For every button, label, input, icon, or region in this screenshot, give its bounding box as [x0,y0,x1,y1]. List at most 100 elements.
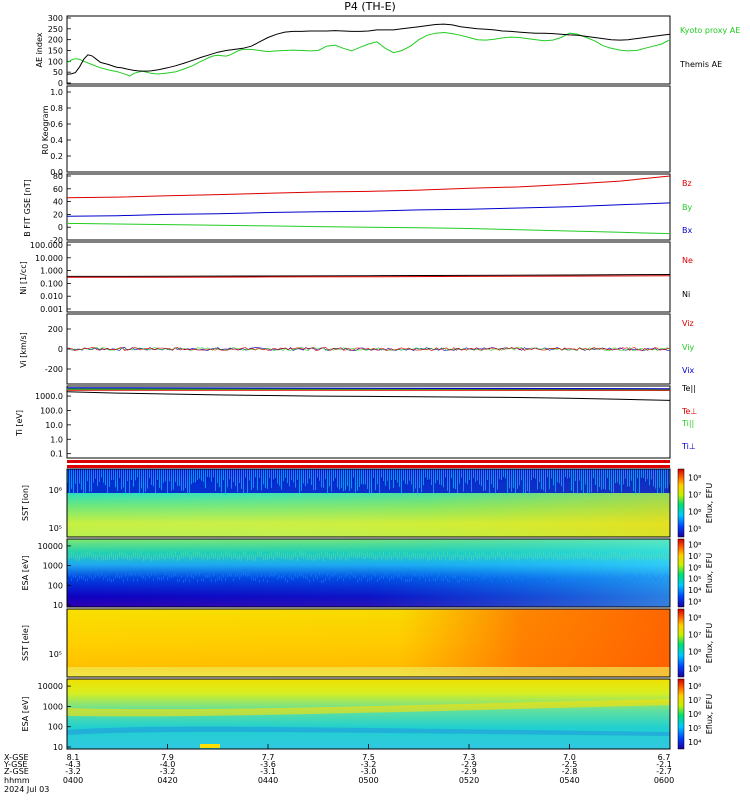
legend-ni: Ni [682,290,690,299]
esa-ion-texture-mark [217,554,218,561]
esa-ion-texture-mark [139,553,140,560]
sst-ion-stripe [153,469,154,487]
esa-ion-texture-mark [377,579,378,583]
esa-ion-texture-mark [235,552,236,559]
esa-ion-texture-mark [485,575,486,579]
eph-zgse-value: -3.2 [65,767,81,776]
esa-ion-texture-mark [519,572,520,576]
esa-ion-texture-mark [277,551,278,558]
esa-ion-texture-mark [359,551,360,558]
esa-ion-texture-mark [381,574,382,578]
esa-ion-texture-mark [193,576,194,580]
sst-electron-ytick: 10⁵ [49,650,62,659]
sst-ion-stripe [513,469,514,488]
esa-ion-texture-mark [323,579,324,583]
esa-ion-texture-mark [569,553,570,560]
esa-ion-texture-mark [621,578,622,582]
sst-ion-stripe [539,469,540,483]
esa-ion-texture-mark [355,552,356,559]
esa-ion-texture-mark [195,552,196,559]
esa-ion-texture-mark [627,574,628,578]
esa-ion-texture-mark [393,576,394,580]
esa-ion-texture-mark [553,554,554,561]
esa-ion-texture-mark [183,552,184,559]
sst-ion-stripe [485,469,486,491]
esa-ion-texture-mark [591,579,592,583]
esa-ion-texture-mark [193,551,194,558]
sst-ion-stripe [251,469,252,490]
esa-ion-texture-mark [427,554,428,561]
esa-ion-texture-mark [457,579,458,583]
velocity-traces [66,347,671,351]
esa-ion-texture-mark [303,575,304,579]
esa-ion-texture-mark [131,573,132,577]
esa-ion-texture-mark [265,553,266,560]
sst-ion-stripe [253,469,254,488]
density-yticks: 0.001 0.010 0.100 1.000 10.000 100.000 [30,241,71,314]
esa-ion-texture-mark [419,553,420,560]
esa-ion-texture-mark [461,554,462,561]
sst-ion-stripe [521,469,522,481]
esa-ion-texture-mark [505,551,506,558]
esa-ion-texture-mark [475,551,476,558]
ytick-label: 100 [48,581,63,590]
sst-ion-stripe [249,469,250,481]
esa-ion-texture-mark [91,576,92,580]
ytick-label: 0 [58,345,63,354]
esa-ion-texture-mark [433,552,434,559]
ytick-label: 0.010 [40,292,63,301]
sst-ion-stripe [237,469,238,493]
esa-ion-texture-mark [393,552,394,559]
esa-ion-texture-mark [181,552,182,559]
esa-ion-texture-mark [357,579,358,583]
sst-ion-stripe [449,469,450,495]
sst-ion-stripe [255,469,256,478]
ytick-label: 1.0 [50,435,63,444]
esa-ion-texture-mark [157,576,158,580]
sst-ion-stripe [335,469,336,479]
esa-ion-texture-mark [239,576,240,580]
sst-ion-stripe [619,469,620,485]
sst-ion-stripe [647,469,648,480]
esa-ion-texture-mark [603,574,604,578]
esa-ion-texture-mark [653,551,654,558]
esa-ion-texture-mark [661,578,662,582]
sst-ion-stripe [581,469,582,491]
sst-ion-stripe [181,469,182,491]
esa-ion-texture-mark [425,578,426,582]
esa-ion-texture-mark [401,554,402,561]
sst-ion-stripe [453,469,454,489]
sst-ion-stripe [447,469,448,491]
sst-ion-stripe [121,469,122,490]
sst-ion-stripe [147,469,148,489]
esa-ion-texture-mark [663,575,664,579]
esa-ion-texture-mark [315,574,316,578]
esa-ion-texture-mark [447,578,448,582]
esa-ion-texture-mark [291,554,292,561]
sst-ion-stripe [463,469,464,492]
esa-ion-texture-mark [631,573,632,577]
sst-ion-stripe [597,469,598,492]
esa-ion-texture-mark [103,554,104,561]
esa-ion-texture-mark [517,576,518,580]
sst-ion-stripe [125,469,126,495]
esa-ion-texture-mark [289,553,290,560]
sst-ion-stripe [203,469,204,482]
cbar-tick-label: 10⁸ [688,474,701,483]
esa-ion-texture-mark [623,574,624,578]
sst-ion-stripe [411,469,412,485]
sst-ion-stripe [373,469,374,479]
ae-themis-line [66,23,671,75]
esa-ion-texture-mark [513,574,514,578]
esa-ion-texture-mark [339,576,340,580]
esa-ion-texture-mark [535,552,536,559]
esa-ion-texture-mark [511,579,512,583]
eph-xgse-value: 7.7 [262,753,275,762]
esa-ion-texture-mark [77,553,78,560]
sst-ion-stripe [613,469,614,493]
sst-ion-stripe [313,469,314,491]
esa-ion-texture-mark [523,577,524,581]
esa-ion-texture-mark [477,554,478,561]
sst-ion-stripe [475,469,476,483]
esa-ion-texture-mark [423,574,424,578]
